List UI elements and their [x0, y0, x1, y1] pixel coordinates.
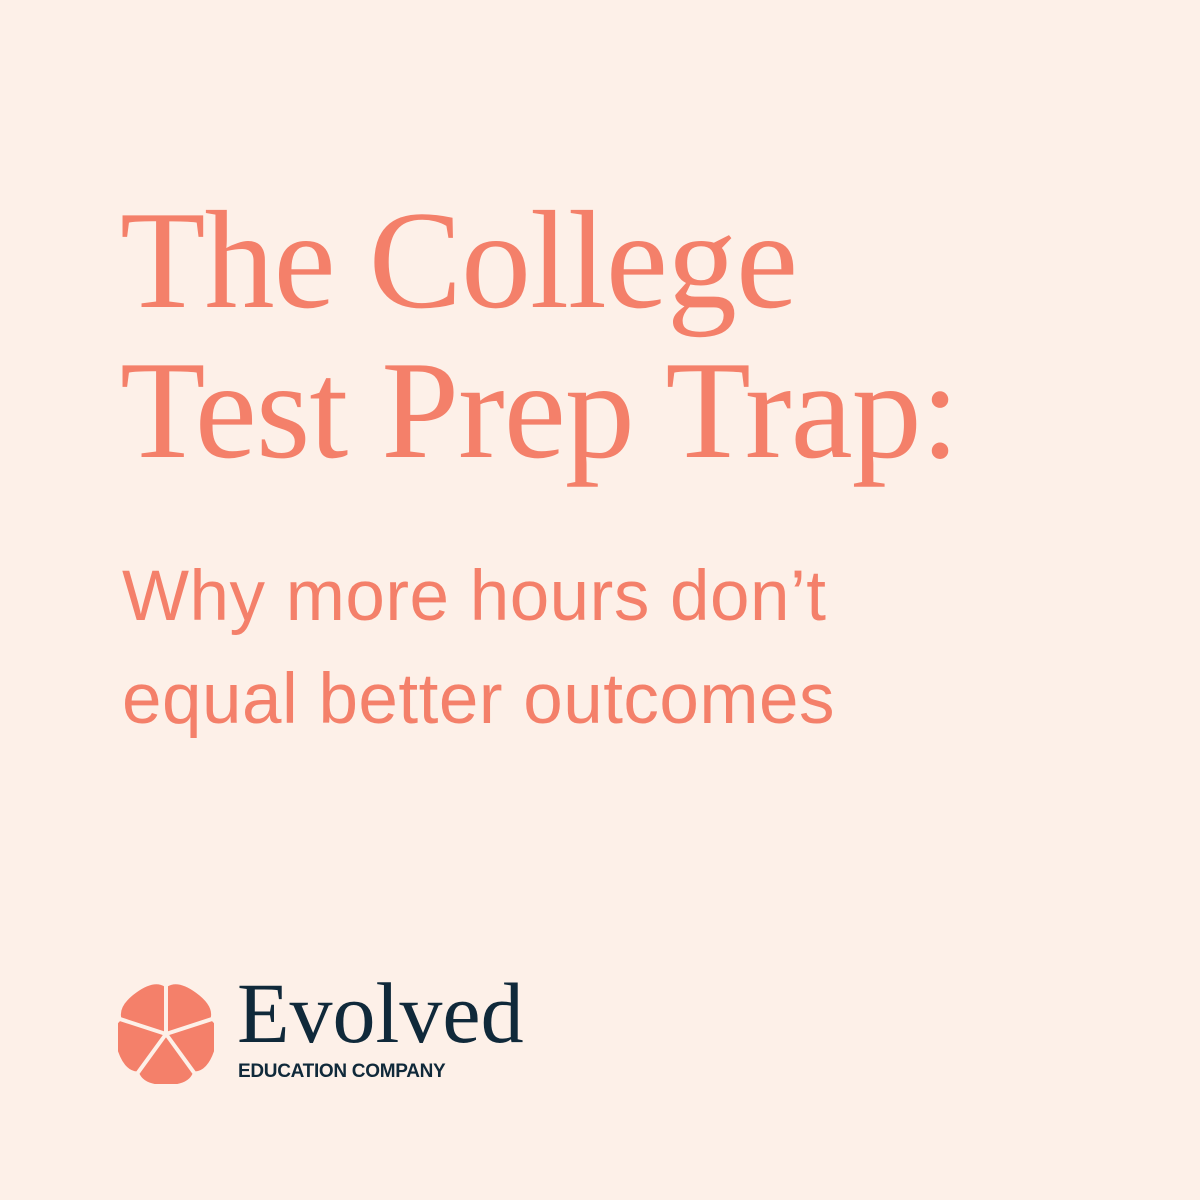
subheadline-line-1: Why more hours don’t: [122, 557, 827, 636]
flower-icon: [118, 984, 214, 1084]
brand-name: Evolved: [237, 965, 524, 1061]
headline-line-2: Test Prep Trap:: [120, 333, 960, 488]
flower-petal: [120, 984, 167, 1034]
brand-tagline: EDUCATION COMPANY: [238, 1061, 446, 1082]
headline: The College Test Prep Trap:: [120, 183, 960, 488]
brand-logo: Evolved EDUCATION COMPANY: [118, 970, 558, 1084]
flower-gap: [129, 1032, 168, 1084]
subheadline-line-2: equal better outcomes: [122, 660, 836, 739]
flower-gap: [165, 1013, 214, 1036]
flower-gap: [118, 1013, 167, 1036]
flower-petal: [118, 1019, 166, 1072]
flower-petal: [165, 984, 212, 1034]
flower-petal: [166, 1019, 214, 1072]
headline-line-1: The College: [120, 183, 798, 338]
subheadline: Why more hours don’t equal better outcom…: [122, 545, 835, 751]
flower-petal: [139, 1035, 193, 1084]
flower-gap: [164, 1032, 203, 1084]
